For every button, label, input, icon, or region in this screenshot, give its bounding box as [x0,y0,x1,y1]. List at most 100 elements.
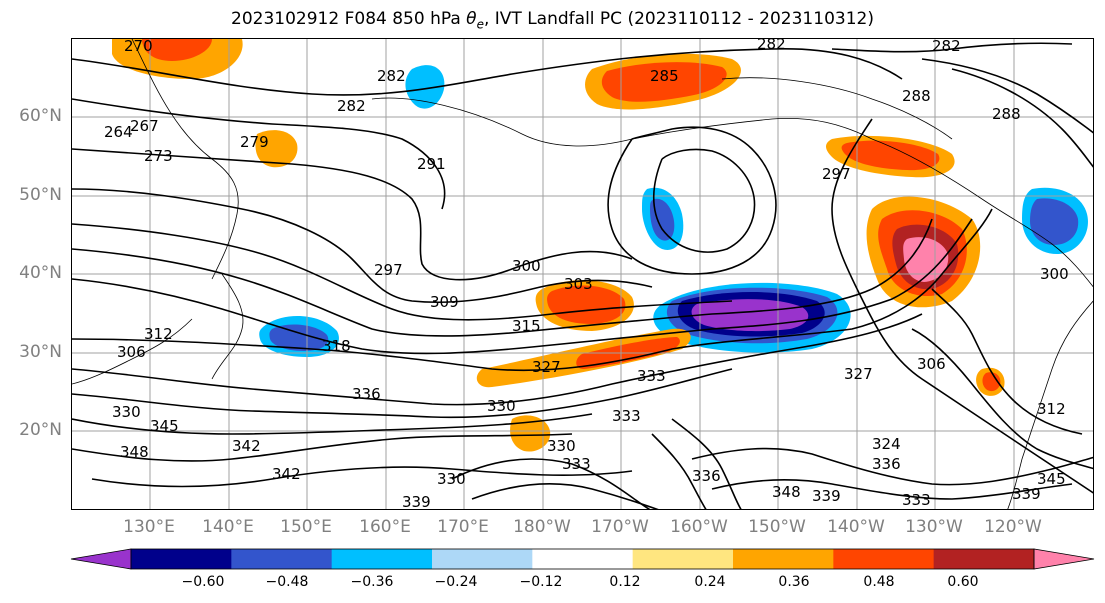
contour-label: 291 [417,155,446,173]
colorbar-tick: 0.60 [947,574,979,590]
lon-label-170w: 170°W [591,517,649,537]
colorbar-cell [231,549,333,569]
colorbar-cell [532,549,634,569]
shade-orange-sw-1 [510,415,551,452]
lon-label-180w: 180°W [513,517,571,537]
contour-label: 339 [812,487,841,505]
colorbar-tick: 0.12 [609,574,641,590]
contour-label: 270 [124,39,153,55]
contour-label: 336 [352,385,381,403]
contour-label: 333 [637,367,666,385]
contour-label: 282 [757,39,786,53]
graticule [72,39,1093,509]
title-prefix: 2023102912 F084 850 hPa [231,9,467,29]
contour-label: 333 [902,491,931,509]
contour-label: 312 [144,325,173,343]
shade-red-se-1 [982,372,1001,392]
map-svg: 282 282 282 288 282 285 267 264 273 279 … [72,39,1093,509]
contour-label: 345 [1037,470,1066,488]
lat-label-40n: 40°N [19,263,62,283]
shade-blue-jp [269,324,329,351]
contour-label: 339 [1012,485,1041,503]
shade-pink-blob-ne [903,237,949,282]
colorbar [70,548,1095,570]
lon-label-150e: 150°E [280,517,332,537]
contours [72,42,1093,509]
coastlines [72,39,1093,509]
contour-label: 336 [872,455,901,473]
colorbar-cell [131,549,232,569]
contour-label: 330 [487,397,516,415]
contour-label: 279 [240,133,269,151]
colorbar-extend-low [70,548,132,570]
contour-label: 300 [1040,265,1069,283]
shade-cyan-north [405,65,445,109]
lon-label-130w: 130°W [905,517,963,537]
shade-red-nw [142,39,212,61]
contour-label: 315 [512,317,541,335]
colorbar-tick: −0.24 [434,574,478,590]
contour-label: 264 [104,123,133,141]
lon-label-150w: 150°W [748,517,806,537]
colorbar-cell [331,549,433,569]
lon-label-160e: 160°E [359,517,411,537]
contour-label: 297 [374,261,403,279]
colorbar-tick: −0.12 [519,574,563,590]
shade-red-blob-c [547,285,626,324]
lon-label-130e: 130°E [123,517,175,537]
contour-label: 324 [872,435,901,453]
colorbar-cells [70,548,1095,570]
lat-label-20n: 20°N [19,420,62,440]
shade-red-north [601,62,727,102]
colorbar-border [130,548,1035,570]
contour-label: 273 [144,147,173,165]
contour-label: 318 [322,337,351,355]
contour-label: 345 [150,417,179,435]
contour-label: 306 [917,355,946,373]
colorbar-tick: −0.60 [181,574,225,590]
colorbar-cell [833,549,935,569]
contour-label: 312 [1037,400,1066,418]
lat-label-30n: 30°N [19,342,62,362]
contour-label: 288 [992,105,1021,123]
colorbar-tick: 0.36 [778,574,810,590]
title-suffix: , IVT Landfall PC (2023110112 - 20231103… [483,9,874,29]
contour-label: 282 [377,67,406,85]
contour-label: 303 [564,275,593,293]
lon-label-170e: 170°E [437,517,489,537]
contour-label: 309 [430,293,459,311]
contour-labels: 282 282 282 288 282 285 267 264 273 279 … [104,39,1069,509]
contour-label: 306 [117,343,146,361]
shade-blue-165w [650,198,675,241]
shade-red-east-coast [841,140,940,171]
contour-label: 330 [112,403,141,421]
title-subscript: e [476,17,484,32]
colorbar-cell [632,549,734,569]
contour-label: 330 [437,470,466,488]
colorbar-tick: 0.48 [863,574,895,590]
lat-label-60n: 60°N [19,106,62,126]
contour-label: 300 [512,257,541,275]
colorbar-cell [933,549,1035,569]
shade-orange-japan-n [255,130,298,168]
contour-label: 348 [772,483,801,501]
contour-label: 327 [532,358,561,376]
contour-label: 285 [650,67,679,85]
contour-label: 342 [272,465,301,483]
contour-label: 330 [547,437,576,455]
title-theta: θ [466,9,477,29]
lon-label-140w: 140°W [827,517,885,537]
contour-label: 336 [692,467,721,485]
contour-label: 282 [337,97,366,115]
lon-label-160w: 160°W [670,517,728,537]
lon-label-140e: 140°E [202,517,254,537]
contour-label: 333 [562,455,591,473]
map-title: 2023102912 F084 850 hPa θe, IVT Landfall… [0,9,1105,31]
shading-layer [112,39,1088,452]
contour-label: 327 [844,365,873,383]
colorbar-tick: −0.36 [350,574,394,590]
lon-label-120w: 120°W [984,517,1042,537]
contour-label: 342 [232,437,261,455]
map-panel: 282 282 282 288 282 285 267 264 273 279 … [71,38,1094,510]
contour-label: 282 [932,39,961,55]
